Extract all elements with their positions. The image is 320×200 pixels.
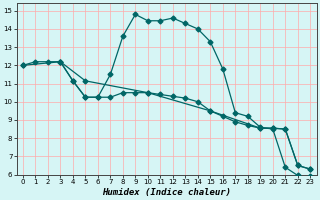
X-axis label: Humidex (Indice chaleur): Humidex (Indice chaleur) [102, 188, 231, 197]
